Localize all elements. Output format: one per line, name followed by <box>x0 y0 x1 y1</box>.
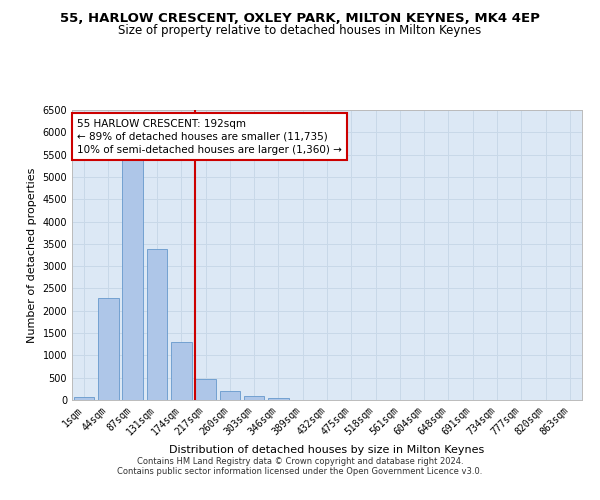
Text: 55, HARLOW CRESCENT, OXLEY PARK, MILTON KEYNES, MK4 4EP: 55, HARLOW CRESCENT, OXLEY PARK, MILTON … <box>60 12 540 26</box>
Text: Contains HM Land Registry data © Crown copyright and database right 2024.: Contains HM Land Registry data © Crown c… <box>137 458 463 466</box>
Bar <box>244 396 265 400</box>
Bar <box>195 379 216 400</box>
Bar <box>220 390 240 400</box>
Bar <box>171 342 191 400</box>
X-axis label: Distribution of detached houses by size in Milton Keynes: Distribution of detached houses by size … <box>169 445 485 455</box>
Bar <box>98 298 119 400</box>
Text: Size of property relative to detached houses in Milton Keynes: Size of property relative to detached ho… <box>118 24 482 37</box>
Bar <box>122 159 143 400</box>
Y-axis label: Number of detached properties: Number of detached properties <box>27 168 37 342</box>
Bar <box>74 396 94 400</box>
Bar <box>146 249 167 400</box>
Text: 55 HARLOW CRESCENT: 192sqm
← 89% of detached houses are smaller (11,735)
10% of : 55 HARLOW CRESCENT: 192sqm ← 89% of deta… <box>77 118 342 155</box>
Bar <box>268 398 289 400</box>
Text: Contains public sector information licensed under the Open Government Licence v3: Contains public sector information licen… <box>118 468 482 476</box>
